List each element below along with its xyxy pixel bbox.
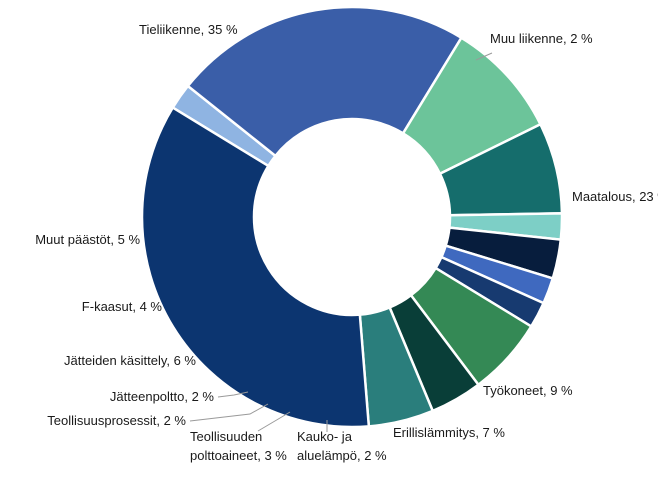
label-f-kaasut: F-kaasut, 4 %	[82, 299, 163, 314]
leader-lines	[189, 52, 493, 432]
donut-slices	[140, 5, 564, 429]
slice-maatalous	[186, 5, 464, 158]
label-muut-paastot: Muut päästöt, 5 %	[35, 232, 140, 247]
label-kauko-ja-aluelampo: Kauko- ja aluelämpö, 2 %	[297, 429, 387, 463]
label-jatteenpoltto: Jätteenpoltto, 2 %	[110, 389, 215, 404]
segment-labels: Muu liikenne, 2 % Maatalous, 23 % Työkonee…	[35, 22, 658, 463]
label-muu-liikenne: Muu liikenne, 2 %	[490, 31, 593, 46]
label-maatalous: Maatalous, 23 %	[572, 189, 658, 204]
leader-muu-liikenne	[475, 52, 493, 61]
leader-jatteenpoltto	[217, 391, 249, 398]
label-tyokoneet: Työkoneet, 9 %	[483, 383, 573, 398]
label-erillislammitys: Erillislämmitys, 7 %	[393, 425, 505, 440]
label-jatteiden-kasittely: Jätteiden käsittely, 6 %	[64, 353, 196, 368]
leader-teollisuuden-polttoaineet	[257, 411, 291, 432]
label-teollisuusprosessit: Teollisuusprosessit, 2 %	[47, 413, 186, 428]
label-teollisuuden-polttoaineet: Teollisuuden polttoaineet, 3 %	[190, 429, 287, 463]
slice-tieliikenne	[140, 105, 371, 429]
label-tieliikenne: Tieliikenne, 35 %	[139, 22, 238, 37]
leader-teollisuusprosessit	[189, 403, 269, 422]
